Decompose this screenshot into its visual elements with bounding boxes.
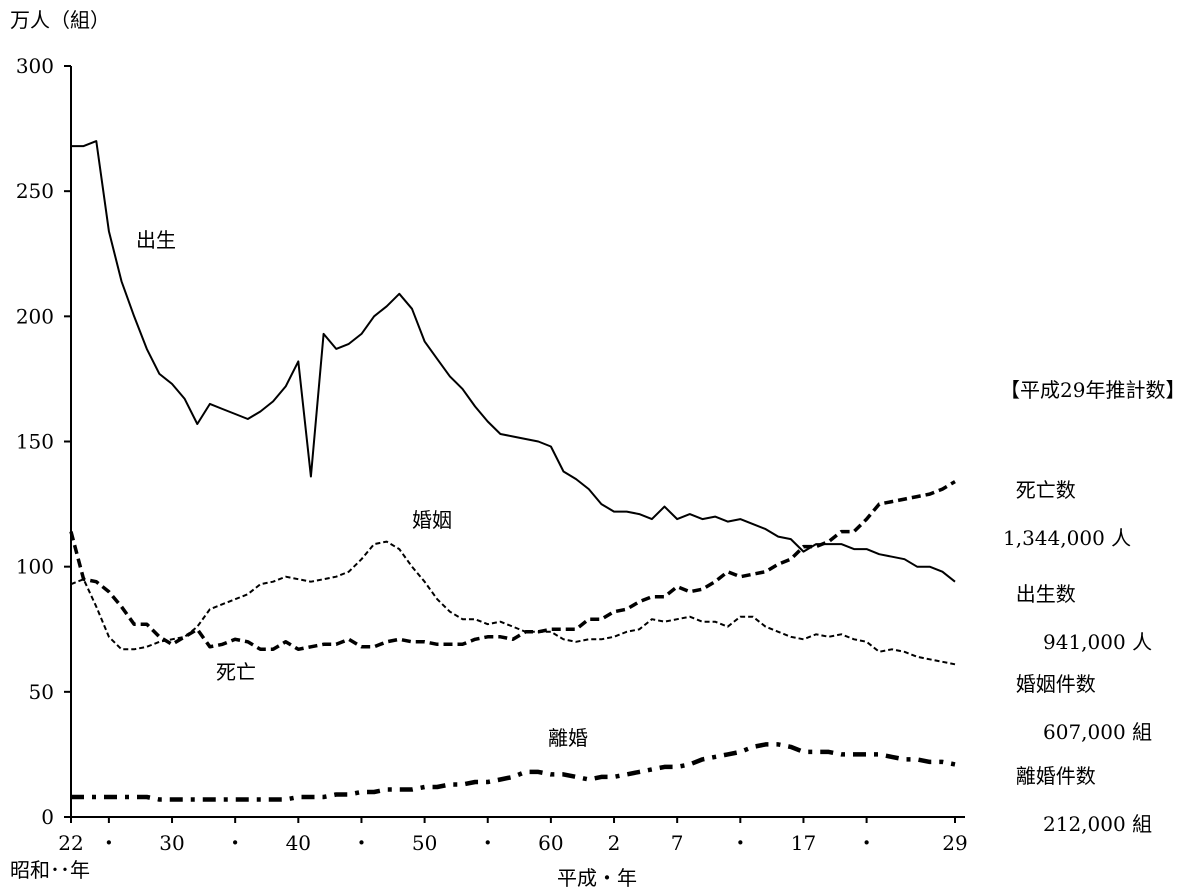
legend-name: 出生数: [1015, 582, 1076, 606]
legend-name: 離婚件数: [1015, 764, 1096, 788]
y-tick-label: 300: [16, 54, 54, 78]
y-axis-label: 万人（組）: [10, 8, 110, 32]
death-series-line: [69, 480, 956, 652]
x-tick-label: 40: [286, 831, 311, 855]
axes: 0 50 100 150 200 250 300 22 ・ 30 ・ 40 ・ 50 ・ 60 2 7 ・ 17 ・ 29: [16, 54, 968, 855]
y-tick-label: 0: [41, 805, 54, 829]
x-tick-label: 7: [671, 831, 684, 855]
x-tick-label: 17: [791, 831, 816, 855]
x-tick-label: 50: [412, 831, 437, 855]
x-tick-label: ・: [478, 831, 498, 855]
x-tick-label: ・: [351, 831, 371, 855]
x-tick-label: 29: [942, 831, 967, 855]
showa-era-label: 昭和･･年: [10, 858, 90, 882]
x-tick-label: 60: [538, 831, 563, 855]
y-tick-label: 50: [29, 680, 54, 704]
legend-entry-deaths: 死亡数 1,344,000 人: [1003, 454, 1131, 574]
series-layer: [69, 140, 956, 802]
x-tick-label: ・: [225, 831, 245, 855]
heisei-era-label: 平成・年: [557, 866, 637, 890]
legend-value: 212,000 組: [1043, 812, 1153, 836]
series-label-marriage: 婚姻: [412, 508, 452, 532]
x-tick-label: ・: [730, 831, 750, 855]
marriage-series-line: [70, 540, 956, 666]
x-tick-label: 2: [608, 831, 621, 855]
series-label-birth: 出生: [136, 228, 176, 252]
x-tick-label: 30: [159, 831, 184, 855]
y-tick-label: 100: [16, 555, 54, 579]
birth-series-line: [71, 140, 956, 583]
y-tick-label: 200: [16, 304, 54, 328]
legend-name: 婚姻件数: [1015, 672, 1096, 696]
legend-entry-births: 出生数 941,000 人: [1003, 558, 1152, 678]
series-label-death: 死亡: [216, 660, 256, 684]
legend-title: 【平成29年推計数】: [1000, 378, 1186, 402]
x-tick-label: ・: [857, 831, 877, 855]
x-tick-label: ・: [99, 831, 119, 855]
legend-value: 941,000 人: [1043, 630, 1153, 654]
x-tick-label: 22: [58, 831, 83, 855]
divorce-series-line: [71, 742, 956, 802]
legend-entry-divorces: 離婚件数 212,000 組: [1003, 740, 1152, 860]
legend-entry-marriages: 婚姻件数 607,000 組: [1003, 648, 1152, 768]
legend-value: 607,000 組: [1043, 720, 1153, 744]
legend-value: 1,344,000 人: [1003, 526, 1132, 550]
y-tick-label: 150: [16, 430, 54, 454]
series-label-divorce: 離婚: [548, 726, 588, 750]
y-tick-label: 250: [16, 179, 54, 203]
legend-name: 死亡数: [1015, 478, 1076, 502]
